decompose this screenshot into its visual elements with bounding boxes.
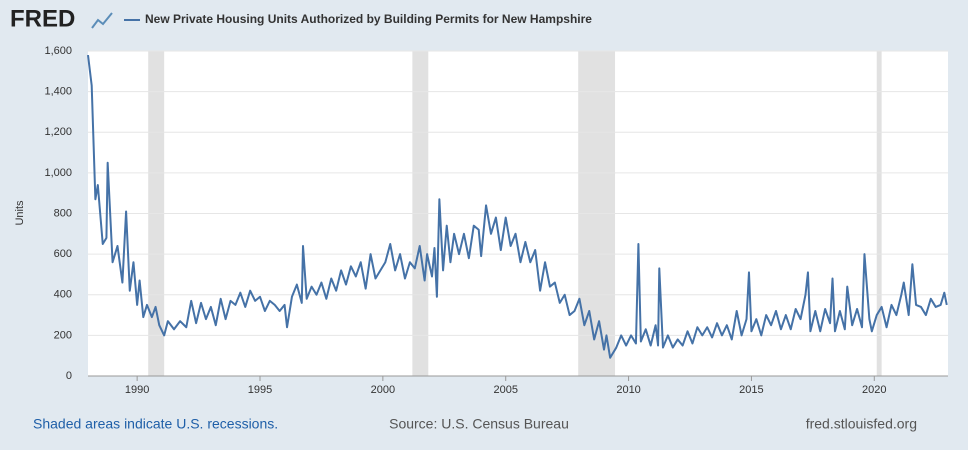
x-tick-label: 1990 <box>125 384 149 396</box>
logo: FRED <box>10 5 75 32</box>
x-tick-label: 2000 <box>371 384 395 396</box>
x-tick-label: 1995 <box>248 384 272 396</box>
y-tick-label: 800 <box>54 207 72 219</box>
y-tick-label: 1,000 <box>44 167 72 179</box>
y-tick-label: 0 <box>66 370 72 382</box>
legend-label: New Private Housing Units Authorized by … <box>145 12 592 26</box>
logo-icon <box>91 12 113 29</box>
x-tick-label: 2020 <box>862 384 886 396</box>
y-axis-label: Units <box>14 200 26 226</box>
y-tick-label: 1,200 <box>44 126 72 138</box>
x-tick-label: 2015 <box>739 384 763 396</box>
source: Source: U.S. Census Bureau <box>389 416 569 432</box>
site: fred.stlouisfed.org <box>806 416 917 432</box>
x-tick-label: 2005 <box>493 384 517 396</box>
y-tick-label: 200 <box>54 329 72 341</box>
y-tick-label: 1,400 <box>44 86 72 98</box>
y-tick-label: 400 <box>54 289 72 301</box>
recession-note: Shaded areas indicate U.S. recessions. <box>33 416 278 432</box>
y-tick-label: 600 <box>54 248 72 260</box>
x-tick-label: 2010 <box>616 384 640 396</box>
series-line <box>87 54 948 359</box>
plot-layer: 0 200 400 600 800 1,000 1,200 1,400 1,600 1990 199… <box>44 45 948 396</box>
y-tick-label: 1,600 <box>44 45 72 57</box>
